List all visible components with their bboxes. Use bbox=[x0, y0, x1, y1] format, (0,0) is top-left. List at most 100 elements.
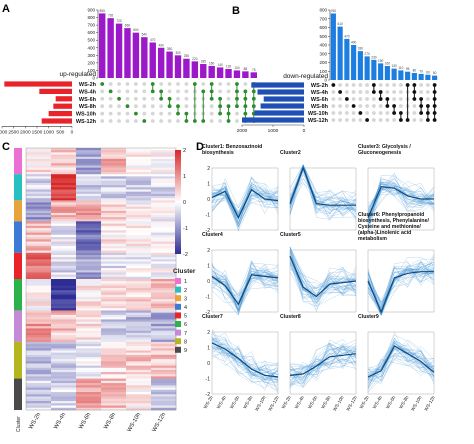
heatmap-cell bbox=[76, 310, 101, 313]
heatmap-cell bbox=[26, 328, 51, 331]
heatmap-cell bbox=[76, 196, 101, 198]
matrix-dot bbox=[109, 119, 113, 123]
matrix-dot bbox=[392, 97, 396, 101]
heatmap-cell bbox=[76, 161, 101, 163]
heatmap-cell bbox=[26, 357, 51, 359]
heatmap-cell bbox=[51, 221, 76, 224]
heatmap-cell bbox=[101, 272, 126, 274]
matrix-dot bbox=[345, 83, 349, 87]
bar-value-label: 610 bbox=[337, 22, 343, 26]
matrix-dot bbox=[392, 90, 396, 94]
heatmap-cell bbox=[101, 150, 126, 152]
heatmap-cell bbox=[51, 322, 76, 325]
heatmap-cell bbox=[151, 200, 176, 202]
heatmap-cell bbox=[126, 163, 151, 165]
heatmap-cell bbox=[26, 150, 51, 152]
heatmap-cell bbox=[101, 202, 126, 204]
intersection-bar bbox=[116, 24, 122, 78]
set-axis-tick-label: 2500 bbox=[8, 129, 19, 135]
heatmap-cell bbox=[26, 355, 51, 357]
heatmap-cell bbox=[101, 283, 126, 286]
x-tick-label: WS-12h bbox=[423, 395, 436, 412]
matrix-dot bbox=[126, 97, 130, 101]
heatmap-cell bbox=[26, 331, 51, 334]
heatmap-cell bbox=[51, 304, 76, 307]
heatmap-cell bbox=[151, 363, 176, 365]
heatmap-cell bbox=[126, 342, 151, 344]
cluster-legend-title: Cluster bbox=[173, 268, 196, 275]
heatmap-cell bbox=[101, 257, 126, 259]
heatmap-cell bbox=[151, 357, 176, 359]
heatmap-cell bbox=[76, 270, 101, 272]
heatmap-cell bbox=[51, 299, 76, 302]
heatmap-cell bbox=[101, 319, 126, 322]
matrix-dot bbox=[176, 119, 180, 123]
heatmap-cell bbox=[26, 152, 51, 154]
matrix-dot bbox=[210, 104, 214, 108]
y-tick-label: 400 bbox=[87, 45, 95, 50]
intersection-bar bbox=[217, 67, 223, 78]
bar-value-label: 400 bbox=[158, 43, 164, 47]
matrix-dot bbox=[227, 97, 231, 101]
heatmap-cell bbox=[51, 295, 76, 298]
heatmap-cell bbox=[51, 237, 76, 240]
heatmap-cell bbox=[76, 286, 101, 289]
heatmap-cell bbox=[151, 340, 176, 343]
y-tick-label: -1 bbox=[206, 212, 211, 218]
heatmap-cell bbox=[51, 244, 76, 247]
cluster-title: Cluster3: Glycolysis / Gluconeogenesis bbox=[358, 144, 411, 156]
heatmap-cell bbox=[126, 399, 151, 402]
matrix-dot bbox=[243, 82, 247, 86]
heatmap-cell bbox=[101, 251, 126, 254]
heatmap-cell bbox=[51, 368, 76, 370]
heatmap-cell bbox=[101, 215, 126, 217]
heatmap-cell bbox=[51, 183, 76, 185]
heatmap-cell bbox=[76, 370, 101, 372]
heatmap-cell bbox=[151, 157, 176, 159]
heatmap-cell bbox=[151, 406, 176, 409]
heatmap-cell bbox=[126, 310, 151, 313]
matrix-dot bbox=[126, 112, 130, 116]
matrix-dot bbox=[134, 90, 138, 94]
matrix-dot bbox=[345, 104, 349, 108]
cluster-annotation bbox=[14, 310, 22, 341]
heatmap-cell bbox=[151, 262, 176, 264]
heatmap-cell bbox=[126, 251, 151, 254]
set-name-label: WS-4h bbox=[311, 90, 329, 96]
heatmap-cell bbox=[151, 290, 176, 293]
matrix-dot bbox=[419, 90, 423, 94]
heatmap-cell bbox=[151, 189, 176, 191]
heatmap-cell bbox=[126, 348, 151, 350]
heatmap-cell bbox=[101, 292, 126, 295]
matrix-dot bbox=[365, 90, 369, 94]
cluster-annotation bbox=[14, 379, 22, 410]
heatmap-cell bbox=[101, 148, 126, 150]
heatmap-cell bbox=[76, 264, 101, 266]
matrix-dot bbox=[352, 104, 356, 108]
heatmap-cell bbox=[101, 235, 126, 238]
heatmap-cell bbox=[76, 233, 101, 236]
heatmap-cell bbox=[76, 335, 101, 338]
heatmap-cell bbox=[76, 168, 101, 170]
bar-value-label: 855 bbox=[100, 9, 106, 13]
heatmap-cell bbox=[26, 202, 51, 204]
heatmap-cell bbox=[51, 363, 76, 365]
heatmap-cell bbox=[26, 189, 51, 191]
heatmap-cell bbox=[76, 155, 101, 157]
heatmap-cell bbox=[51, 374, 76, 376]
heatmap-cell bbox=[76, 403, 101, 406]
heatmap-cell bbox=[76, 385, 101, 388]
heatmap-cell bbox=[26, 317, 51, 320]
heatmap-cell bbox=[101, 259, 126, 261]
heatmap-cell bbox=[76, 253, 101, 255]
heatmap-cell bbox=[76, 272, 101, 274]
heatmap-cell bbox=[101, 366, 126, 368]
matrix-dot bbox=[134, 97, 138, 101]
matrix-dot bbox=[168, 119, 172, 123]
bar-value-label: 540 bbox=[142, 33, 148, 37]
heatmap-cell bbox=[26, 353, 51, 355]
intersection-bar bbox=[251, 72, 257, 78]
x-tick-label: WS-2h bbox=[359, 395, 371, 410]
heatmap-cell bbox=[26, 209, 51, 211]
heatmap-cell bbox=[126, 224, 151, 227]
